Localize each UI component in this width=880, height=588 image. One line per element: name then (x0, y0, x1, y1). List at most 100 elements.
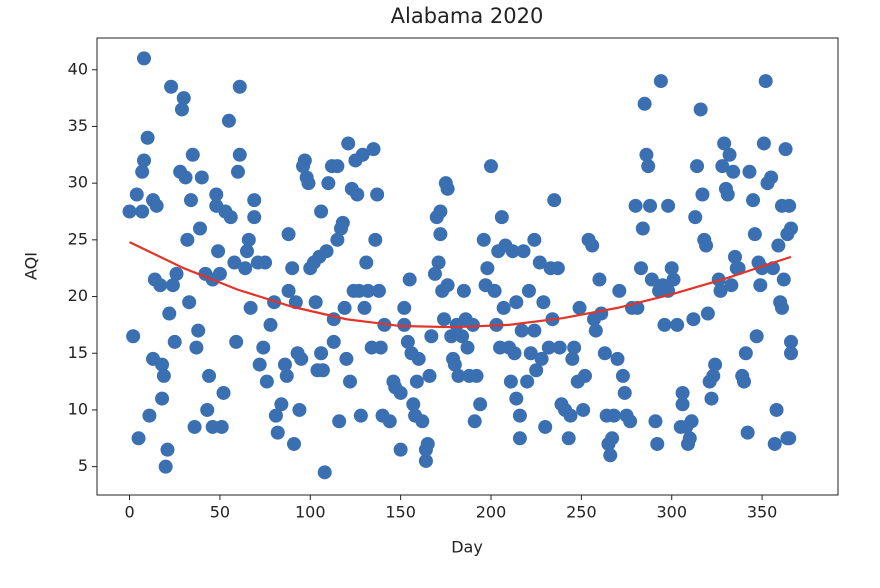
data-point (202, 368, 217, 383)
data-point (690, 159, 705, 174)
data-point (256, 340, 271, 355)
data-point (281, 283, 296, 298)
x-tick-label: 100 (295, 503, 326, 522)
data-point (223, 210, 238, 225)
data-point (301, 176, 316, 191)
x-tick-label: 250 (566, 503, 597, 522)
data-point (294, 351, 309, 366)
y-tick-label: 10 (68, 399, 88, 418)
data-point (406, 397, 421, 412)
data-point (286, 436, 301, 451)
x-tick-label: 350 (747, 503, 778, 522)
data-point (353, 408, 368, 423)
data-point (433, 204, 448, 219)
data-point (422, 368, 437, 383)
data-point (209, 187, 224, 202)
data-point (713, 283, 728, 298)
data-point (682, 431, 697, 446)
data-point (731, 261, 746, 276)
data-point (594, 306, 609, 321)
data-point (178, 170, 193, 185)
y-tick-label: 35 (68, 116, 88, 135)
data-point (437, 312, 452, 327)
data-point (623, 414, 638, 429)
data-point (393, 385, 408, 400)
data-point (232, 79, 247, 94)
data-point (664, 261, 679, 276)
data-point (480, 261, 495, 276)
data-point (135, 164, 150, 179)
data-point (164, 79, 179, 94)
data-point (155, 391, 170, 406)
data-point (634, 261, 649, 276)
y-axis-label: AQI (22, 252, 41, 280)
data-point (700, 306, 715, 321)
data-point (523, 346, 538, 361)
data-point (174, 102, 189, 117)
data-point (409, 374, 424, 389)
data-point (565, 351, 580, 366)
data-point (512, 431, 527, 446)
data-point (368, 232, 383, 247)
data-point (771, 238, 786, 253)
data-point (653, 74, 668, 89)
data-point (644, 272, 659, 287)
data-point (784, 346, 799, 361)
data-point (200, 402, 215, 417)
data-point (371, 283, 386, 298)
data-point (473, 397, 488, 412)
data-point (572, 300, 587, 315)
data-point (567, 340, 582, 355)
data-point (194, 170, 209, 185)
data-point (637, 96, 652, 111)
data-point (749, 329, 764, 344)
data-point (189, 340, 204, 355)
data-point (534, 351, 549, 366)
data-point (514, 323, 529, 338)
data-point (247, 193, 262, 208)
data-point (782, 198, 797, 213)
data-point (693, 102, 708, 117)
data-point (606, 408, 621, 423)
y-tick-label: 30 (68, 173, 88, 192)
data-point (487, 283, 502, 298)
data-point (756, 136, 771, 151)
data-point (415, 414, 430, 429)
data-point (339, 351, 354, 366)
x-axis-label: Day (451, 538, 483, 557)
data-point (167, 334, 182, 349)
data-point (162, 306, 177, 321)
data-point (135, 204, 150, 219)
data-point (520, 374, 535, 389)
data-point (149, 198, 164, 213)
data-point (720, 187, 735, 202)
data-point (238, 261, 253, 276)
data-point (424, 329, 439, 344)
data-point (431, 255, 446, 270)
data-point (160, 442, 175, 457)
data-point (214, 419, 229, 434)
data-point (155, 357, 170, 372)
data-point (321, 176, 336, 191)
data-point (411, 351, 426, 366)
y-tick-label: 20 (68, 286, 88, 305)
data-point (527, 232, 542, 247)
data-point (547, 193, 562, 208)
data-point (397, 317, 412, 332)
data-point (505, 244, 520, 259)
x-tick-label: 0 (124, 503, 134, 522)
data-point (699, 238, 714, 253)
y-tick-label: 40 (68, 59, 88, 78)
data-point (156, 368, 171, 383)
data-point (753, 278, 768, 293)
data-point (319, 244, 334, 259)
data-point (240, 244, 255, 259)
data-point (285, 261, 300, 276)
data-point (483, 159, 498, 174)
data-point (708, 357, 723, 372)
data-point (292, 402, 307, 417)
data-point (393, 442, 408, 457)
data-point (332, 414, 347, 429)
data-point (603, 448, 618, 463)
data-point (126, 329, 141, 344)
